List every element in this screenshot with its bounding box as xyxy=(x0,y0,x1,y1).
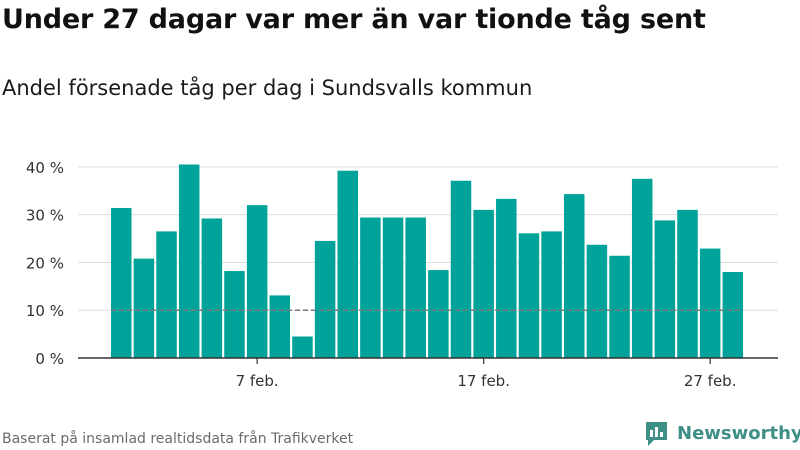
bar xyxy=(178,164,200,358)
x-tick-label: 17 feb. xyxy=(457,372,510,390)
bar xyxy=(269,295,291,358)
bars xyxy=(111,164,744,358)
bar xyxy=(292,336,313,358)
y-tick-label: 0 % xyxy=(35,350,64,368)
bar xyxy=(337,170,358,358)
bar xyxy=(496,198,517,358)
bar xyxy=(111,207,132,358)
bar xyxy=(473,209,494,358)
axes: 0 % 10 % 20 % 30 % 40 % 7 feb. 17 feb. 27 feb. xyxy=(26,159,778,390)
x-tick-label: 7 feb. xyxy=(236,372,279,390)
source-note: Baserat på insamlad realtidsdata från Tr… xyxy=(2,431,354,447)
bar xyxy=(382,217,404,358)
chart-title: Under 27 dagar var mer än var tionde tåg… xyxy=(2,4,706,35)
bar xyxy=(564,194,585,358)
bar xyxy=(677,209,698,358)
bar xyxy=(586,244,608,358)
bar xyxy=(314,240,336,358)
bar xyxy=(133,258,155,358)
y-tick-label: 20 % xyxy=(26,254,64,272)
bar xyxy=(631,178,653,358)
y-tick-label: 30 % xyxy=(26,207,64,225)
bar xyxy=(450,180,472,358)
bar xyxy=(699,248,721,358)
bar xyxy=(246,205,268,358)
bar xyxy=(224,271,245,358)
bar xyxy=(654,220,676,358)
chart-subtitle: Andel försenade tåg per dag i Sundsvalls… xyxy=(2,76,533,100)
bar xyxy=(405,217,426,358)
bar xyxy=(428,270,449,358)
bar xyxy=(360,217,381,358)
bar xyxy=(156,231,177,358)
bar xyxy=(722,272,744,358)
bar xyxy=(541,231,562,358)
newsworthy-logo-icon xyxy=(646,422,667,446)
bar xyxy=(201,218,223,358)
x-tick-label: 27 feb. xyxy=(684,372,737,390)
bar xyxy=(518,233,540,358)
y-tick-label: 40 % xyxy=(26,159,64,177)
y-tick-label: 10 % xyxy=(26,302,64,320)
brand-name: Newsworthy xyxy=(677,423,800,444)
brand-logo-group: Newsworthy xyxy=(644,420,800,447)
bar xyxy=(609,255,630,358)
